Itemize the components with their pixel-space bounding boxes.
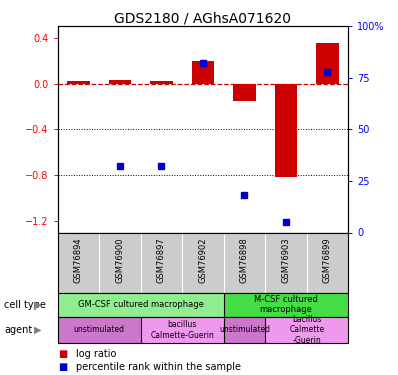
Text: GSM76894: GSM76894 bbox=[74, 237, 83, 283]
Text: GSM76902: GSM76902 bbox=[199, 237, 207, 283]
Bar bbox=[224, 292, 348, 317]
Text: ■: ■ bbox=[58, 350, 67, 359]
Text: unstimulated: unstimulated bbox=[74, 326, 125, 334]
Bar bbox=[275, 84, 297, 177]
Text: GSM76897: GSM76897 bbox=[157, 237, 166, 283]
Text: ▶: ▶ bbox=[34, 325, 41, 335]
Text: GM-CSF cultured macrophage: GM-CSF cultured macrophage bbox=[78, 300, 204, 309]
Bar bbox=[233, 84, 256, 101]
Text: GSM76898: GSM76898 bbox=[240, 237, 249, 283]
Text: log ratio: log ratio bbox=[76, 350, 116, 359]
Text: agent: agent bbox=[4, 325, 32, 335]
Text: bacillus
Calmette
-Guerin: bacillus Calmette -Guerin bbox=[289, 315, 324, 345]
Title: GDS2180 / AGhsA071620: GDS2180 / AGhsA071620 bbox=[115, 11, 291, 25]
Bar bbox=[191, 61, 215, 84]
Text: cell type: cell type bbox=[4, 300, 46, 310]
Bar bbox=[109, 80, 131, 84]
Text: GSM76903: GSM76903 bbox=[281, 237, 291, 283]
Text: ■: ■ bbox=[58, 362, 67, 372]
Bar bbox=[150, 81, 173, 84]
Text: GSM76899: GSM76899 bbox=[323, 237, 332, 283]
Text: GSM76900: GSM76900 bbox=[115, 237, 125, 283]
Bar bbox=[316, 44, 339, 84]
Text: M-CSF cultured
macrophage: M-CSF cultured macrophage bbox=[254, 295, 318, 314]
Bar bbox=[58, 292, 224, 317]
Text: unstimulated: unstimulated bbox=[219, 326, 270, 334]
Text: bacillus
Calmette-Guerin: bacillus Calmette-Guerin bbox=[150, 320, 214, 340]
Bar bbox=[265, 317, 348, 343]
Bar bbox=[67, 81, 90, 84]
Bar bbox=[58, 317, 141, 343]
Bar bbox=[141, 317, 224, 343]
Text: ▶: ▶ bbox=[34, 300, 41, 310]
Bar bbox=[224, 317, 265, 343]
Text: percentile rank within the sample: percentile rank within the sample bbox=[76, 362, 241, 372]
